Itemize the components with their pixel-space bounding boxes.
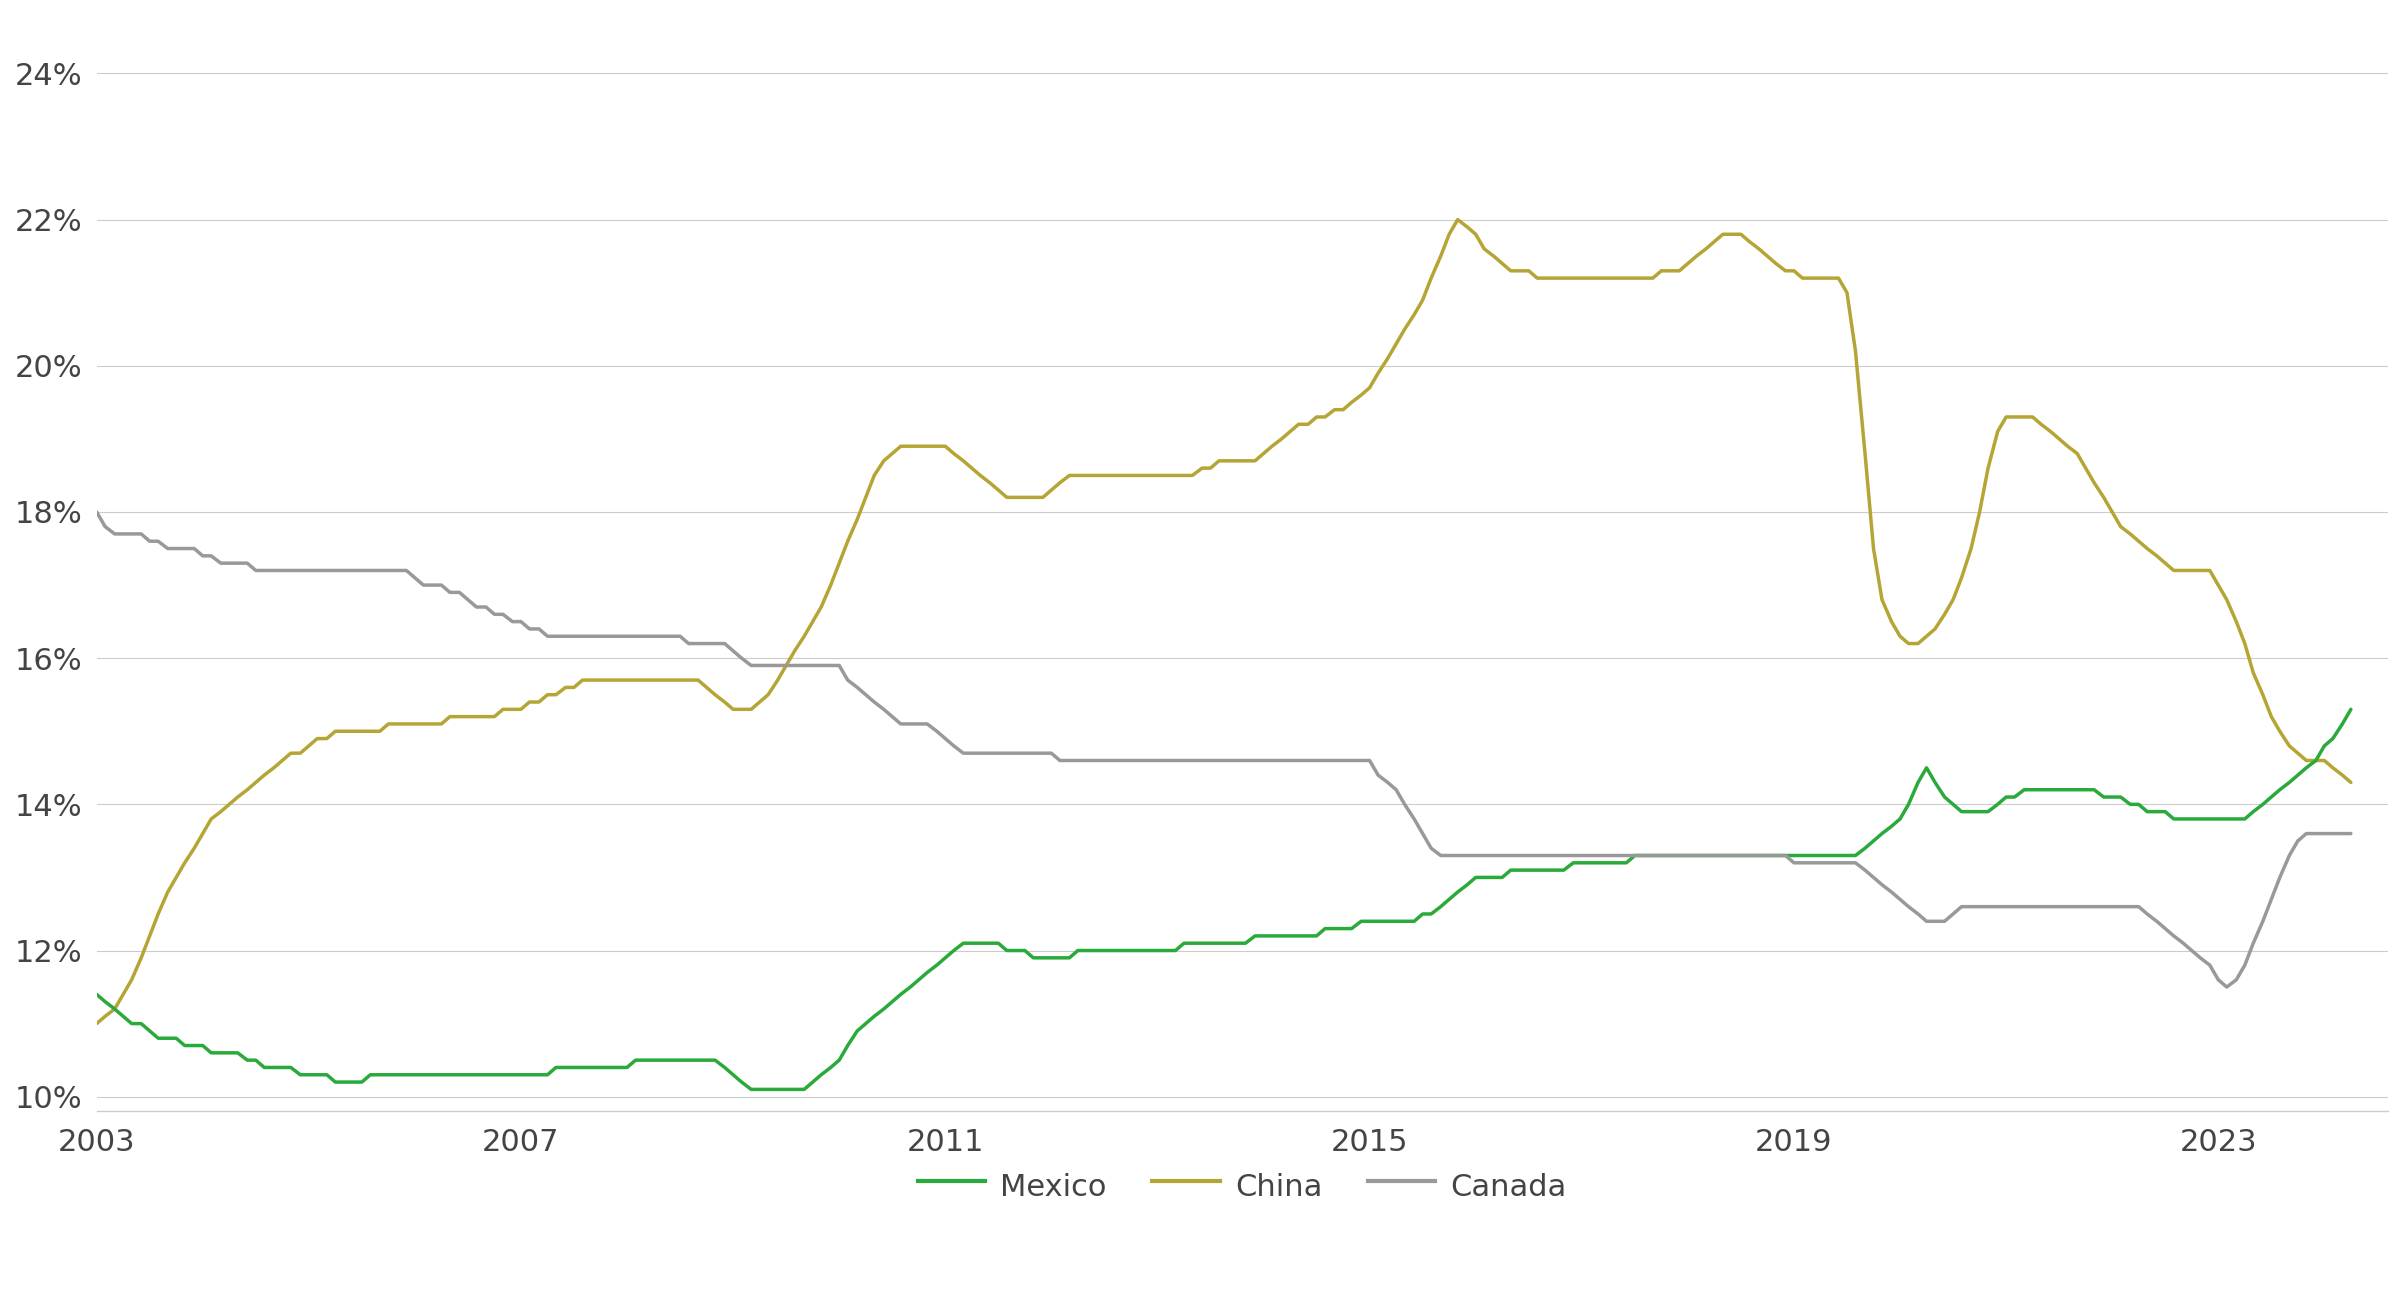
Legend: Mexico, China, Canada: Mexico, China, Canada	[906, 1155, 1579, 1217]
